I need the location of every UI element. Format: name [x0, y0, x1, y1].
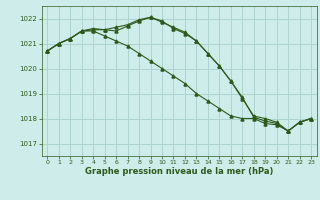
- X-axis label: Graphe pression niveau de la mer (hPa): Graphe pression niveau de la mer (hPa): [85, 167, 273, 176]
